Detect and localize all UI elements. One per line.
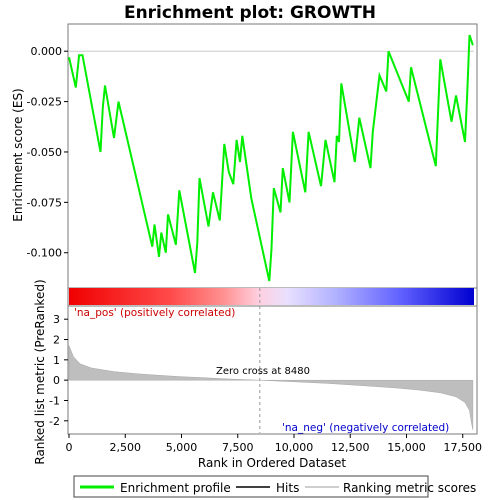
metric-panel xyxy=(67,305,478,435)
pos-correlated-label: 'na_pos' (positively correlated) xyxy=(74,307,235,319)
es-y-axis-label: Enrichment score (ES) xyxy=(11,88,25,221)
x-tick-label: 15,000 xyxy=(387,441,426,454)
es-y-tick-label: -0.100 xyxy=(27,247,62,260)
legend-metric-label: Ranking metric scores xyxy=(343,481,476,495)
neg-correlated-label: 'na_neg' (negatively correlated) xyxy=(282,422,449,434)
es-y-tick-label: -0.075 xyxy=(27,196,62,209)
chart-title: Enrichment plot: GROWTH xyxy=(124,3,376,23)
x-axis-label: Rank in Ordered Dataset xyxy=(198,456,346,470)
legend: Enrichment profile Hits Ranking metric s… xyxy=(73,475,476,498)
x-tick-label: 17,500 xyxy=(444,441,483,454)
zero-cross-label: Zero cross at 8480 xyxy=(216,366,310,377)
ranking-gradient-bar xyxy=(69,288,474,305)
enrichment-profile-line xyxy=(68,34,474,282)
x-tick-label: 12,500 xyxy=(331,441,370,454)
metric-y-axis: 3 2 1 0 -1 -2 xyxy=(49,313,68,428)
metric-y-axis-label: Ranked list metric (PreRanked) xyxy=(33,279,47,464)
x-tick-label: 2,500 xyxy=(110,441,142,454)
x-tick-label: 10,000 xyxy=(275,441,314,454)
es-y-tick-label: 0.000 xyxy=(31,45,63,58)
es-y-tick-label: -0.025 xyxy=(27,96,62,109)
legend-hits-label: Hits xyxy=(276,481,299,495)
x-tick-label: 7,500 xyxy=(222,441,254,454)
metric-y-tick-label: -1 xyxy=(49,394,60,407)
metric-y-tick-label: 2 xyxy=(53,334,60,347)
metric-y-tick-label: 1 xyxy=(53,354,60,367)
x-axis: 0 2,500 5,000 7,500 10,000 12,500 15,000 17,500 xyxy=(66,434,483,454)
es-y-tick-label: -0.050 xyxy=(27,146,62,159)
x-tick-label: 5,000 xyxy=(166,441,198,454)
metric-y-tick-label: -2 xyxy=(49,415,60,428)
ranking-metric-area xyxy=(68,345,474,431)
legend-enrichment-label: Enrichment profile xyxy=(120,481,231,495)
es-y-axis: 0.000 -0.025 -0.050 -0.075 -0.100 xyxy=(27,45,68,260)
metric-y-tick-label: 3 xyxy=(53,313,60,326)
x-tick-label: 0 xyxy=(66,441,73,454)
metric-y-tick-label: 0 xyxy=(53,374,60,387)
